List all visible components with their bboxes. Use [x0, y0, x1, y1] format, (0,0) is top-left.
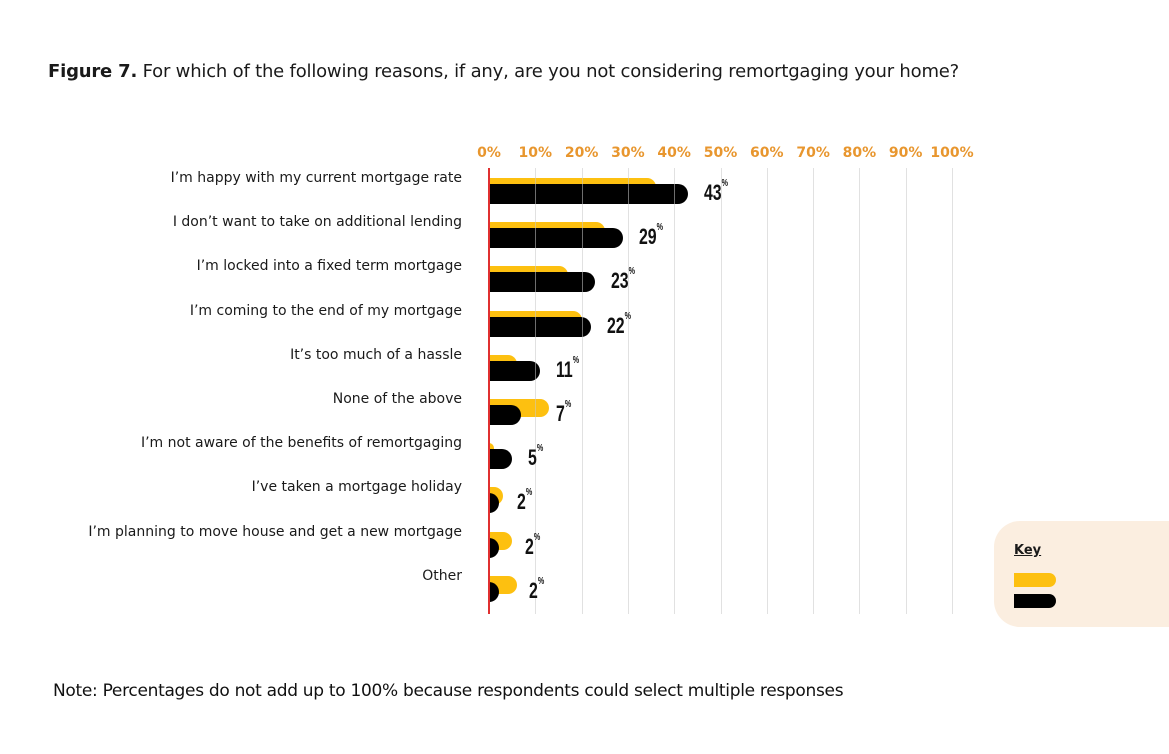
percent-sign: %: [656, 222, 664, 234]
category-label: I’ve taken a mortgage holiday: [251, 479, 462, 496]
bar-row: I’m not aware of the benefits of remortg…: [0, 433, 1169, 477]
value-label: 7%: [556, 399, 572, 427]
value-label: 43%: [704, 178, 729, 206]
bar-row: I’m locked into a fixed term mortgage 23%: [0, 256, 1169, 300]
legend-key: Key: [994, 521, 1169, 627]
bar-black: [489, 316, 591, 337]
category-label: I’m coming to the end of my mortgage: [189, 302, 462, 319]
percent-sign: %: [721, 178, 729, 189]
bar-black: [489, 449, 513, 470]
gridline: [721, 168, 722, 614]
bar-row: Other 2%: [0, 566, 1169, 610]
value-label: 23%: [611, 266, 636, 294]
gridline: [582, 168, 583, 614]
value-number: 7: [556, 401, 565, 426]
bar-row: It’s too much of a hassle 11%: [0, 345, 1169, 389]
bar-row: None of the above 7%: [0, 389, 1169, 433]
value-label: 11%: [555, 354, 580, 383]
value-number: 2: [528, 577, 538, 603]
legend-swatch-yellow: [1014, 573, 1056, 587]
x-tick-label: 60%: [750, 145, 784, 161]
bar-black: [489, 360, 540, 381]
gridline: [628, 168, 629, 614]
gridline: [813, 168, 814, 614]
percent-sign: %: [537, 575, 544, 587]
value-label: 29%: [639, 222, 664, 250]
gridline: [535, 168, 536, 614]
gridline: [859, 168, 860, 614]
bar-black: [489, 581, 499, 602]
figure-title: Figure 7. For which of the following rea…: [48, 61, 959, 82]
legend-swatch-black: [1014, 594, 1056, 608]
x-tick-label: 70%: [796, 145, 830, 161]
x-tick-label: 0%: [477, 145, 501, 161]
value-label: 2%: [528, 575, 544, 604]
bar-row: I’m coming to the end of my mortgage 22%: [0, 301, 1169, 345]
x-tick-label: 10%: [518, 145, 553, 161]
value-number: 22: [606, 312, 625, 338]
category-label: I’m happy with my current mortgage rate: [170, 170, 462, 186]
category-label: None of the above: [332, 391, 462, 407]
percent-sign: %: [564, 399, 572, 410]
bar-black: [489, 228, 624, 249]
x-tick-label: 30%: [611, 145, 645, 161]
bar-black: [489, 405, 522, 425]
category-label: I’m planning to move house and get a new…: [88, 523, 462, 540]
percent-sign: %: [536, 443, 544, 455]
x-axis-ticks: 0% 10% 20% 30% 40% 50% 60% 70% 80% 90% 100%: [0, 145, 1169, 165]
gridline: [674, 168, 675, 614]
bar-row: I’m planning to move house and get a new…: [0, 522, 1169, 566]
bar-row: I don’t want to take on additional lendi…: [0, 212, 1169, 256]
footnote: Note: Percentages do not add up to 100% …: [53, 681, 844, 701]
bar-black: [489, 184, 689, 204]
x-tick-label: 20%: [564, 145, 599, 161]
gridline: [767, 168, 768, 614]
gridline: [952, 168, 953, 614]
gridline: [906, 168, 907, 614]
percent-sign: %: [629, 266, 636, 278]
x-tick-label: 100%: [930, 145, 974, 161]
percent-sign: %: [533, 531, 540, 543]
value-number: 11: [555, 356, 573, 382]
plot-area: I’m happy with my current mortgage rate 4…: [0, 168, 1169, 614]
x-tick-label: 90%: [888, 145, 923, 161]
value-number: 5: [528, 445, 537, 471]
percent-sign: %: [624, 310, 631, 322]
value-number: 2: [524, 533, 534, 559]
bar-black: [489, 272, 596, 293]
value-label: 22%: [606, 310, 631, 339]
category-label: Other: [422, 567, 462, 584]
x-tick-label: 50%: [703, 145, 738, 161]
value-number: 2: [516, 489, 526, 515]
category-label: I’m locked into a fixed term mortgage: [196, 258, 462, 275]
zero-axis-line: [488, 168, 490, 614]
value-number: 43: [704, 180, 722, 205]
value-label: 2%: [516, 487, 533, 515]
value-number: 23: [611, 268, 630, 294]
bar-row: I’ve taken a mortgage holiday 2%: [0, 477, 1169, 521]
category-label: I’m not aware of the benefits of remortg…: [140, 435, 462, 452]
figure-question: For which of the following reasons, if a…: [142, 61, 960, 82]
figure-label: Figure 7.: [48, 61, 138, 82]
x-tick-label: 40%: [657, 145, 691, 161]
bar-black: [489, 493, 499, 514]
legend-title: Key: [1014, 543, 1042, 558]
bar-black: [489, 537, 499, 558]
value-label: 2%: [524, 531, 540, 560]
x-tick-label: 80%: [842, 145, 877, 161]
percent-sign: %: [525, 487, 533, 499]
category-label: I don’t want to take on additional lendi…: [172, 214, 462, 231]
percent-sign: %: [572, 354, 580, 366]
value-number: 29: [639, 224, 657, 250]
bar-row: I’m happy with my current mortgage rate 4…: [0, 168, 1169, 212]
category-label: It’s too much of a hassle: [290, 346, 462, 363]
value-label: 5%: [528, 443, 544, 471]
